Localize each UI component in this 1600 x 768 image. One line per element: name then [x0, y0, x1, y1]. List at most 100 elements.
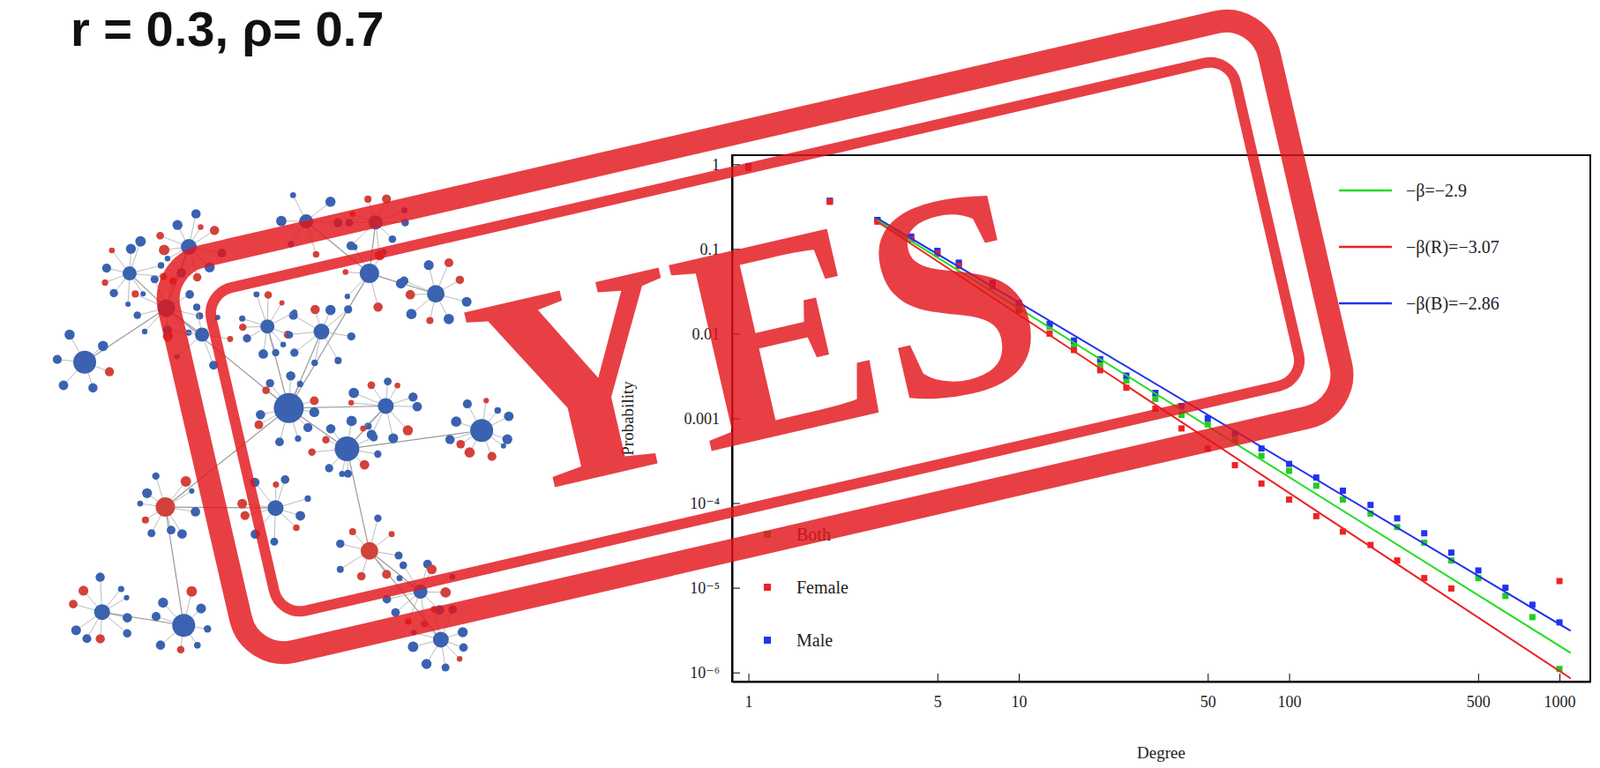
network-edge	[166, 307, 290, 408]
network-node	[177, 645, 186, 654]
data-point	[1556, 577, 1563, 584]
legend-bottom-left: BothFemaleMale	[763, 524, 849, 651]
stamp-border	[159, 12, 1352, 662]
network-node	[197, 224, 203, 230]
legend-swatch	[763, 530, 771, 539]
network-node	[237, 499, 247, 509]
y-tick-mark	[732, 333, 741, 335]
network-node	[285, 331, 293, 339]
network-node	[364, 195, 372, 203]
network-node	[464, 447, 476, 458]
network-edge	[164, 507, 276, 509]
x-tick: 5	[934, 673, 943, 711]
network-node	[95, 572, 105, 582]
network-node	[303, 423, 313, 433]
network-node	[399, 276, 409, 286]
network-node	[344, 293, 351, 300]
network-node	[366, 429, 377, 440]
network-node	[150, 275, 159, 284]
network-node	[307, 448, 315, 457]
plot-marks	[745, 163, 1571, 679]
network-node	[404, 618, 412, 626]
x-tick: 10	[1011, 673, 1028, 711]
network-node	[265, 379, 274, 388]
network-node	[463, 399, 472, 409]
network-node	[180, 476, 192, 487]
x-axis-line	[732, 681, 1592, 684]
network-node	[82, 634, 91, 643]
network-node	[445, 434, 456, 445]
network-hub	[273, 393, 304, 424]
data-point	[1394, 515, 1401, 522]
network-node	[309, 396, 319, 405]
network-node	[434, 605, 445, 615]
network-hub	[470, 418, 494, 442]
network-edge	[164, 507, 184, 626]
network-node	[411, 629, 417, 636]
network-node	[285, 371, 296, 382]
x-tick-mark	[1018, 673, 1020, 682]
y-tick-mark	[732, 418, 741, 419]
y-tick-mark	[732, 164, 741, 165]
network-node	[193, 303, 201, 311]
network-node	[325, 305, 337, 316]
network-node	[457, 627, 468, 637]
network-node	[396, 575, 403, 582]
data-point	[1529, 613, 1536, 621]
network-node	[137, 500, 144, 508]
network-edge	[288, 273, 369, 409]
network-node	[158, 244, 170, 255]
network-node	[122, 613, 133, 623]
legend-label: Both	[796, 524, 831, 545]
network-node	[169, 277, 177, 285]
network-node	[126, 244, 136, 255]
network-node	[239, 323, 247, 331]
network-hub	[377, 397, 394, 414]
network-node	[343, 305, 352, 314]
data-point	[826, 198, 833, 205]
network-node	[394, 551, 403, 560]
network-node	[448, 574, 456, 581]
y-tick-mark	[732, 503, 741, 505]
y-tick: 1	[711, 156, 741, 174]
network-node	[64, 329, 75, 341]
network-node	[359, 460, 370, 471]
network-node	[373, 302, 383, 313]
network-node	[311, 359, 318, 367]
network-node	[188, 488, 195, 494]
data-point	[1448, 585, 1455, 592]
network-node	[459, 643, 469, 653]
network-node	[195, 312, 203, 320]
network-hub	[426, 284, 445, 303]
chart: 151050100500100010.10.010.00110⁻⁴10⁻⁵10⁻…	[618, 155, 1592, 763]
network-node	[347, 332, 356, 341]
network-node	[334, 357, 342, 365]
network-node	[401, 218, 410, 227]
network-node	[456, 656, 463, 662]
data-point	[1313, 482, 1320, 489]
network-node	[487, 452, 497, 462]
y-tick-label: 0.001	[684, 410, 721, 428]
network-node	[118, 585, 125, 592]
network-node	[391, 608, 401, 618]
network-node	[97, 341, 109, 352]
network-node	[190, 507, 201, 517]
page: r = 0.3, ρ= 0.7151050100500100010.10.010…	[0, 0, 1600, 768]
data-point	[1475, 567, 1482, 574]
network-node	[349, 528, 357, 536]
legend-swatch	[1338, 246, 1392, 249]
x-tick-mark	[1289, 673, 1291, 682]
network-node	[102, 263, 112, 273]
y-tick-mark	[732, 248, 741, 250]
network-hub	[360, 542, 379, 561]
network-node	[269, 538, 278, 546]
network-edge	[102, 612, 185, 626]
network-node	[388, 530, 396, 538]
network-edge	[164, 408, 289, 508]
network-node	[209, 225, 219, 235]
x-tick-label: 100	[1278, 693, 1302, 711]
network-hub	[368, 215, 383, 230]
data-point	[1232, 462, 1239, 469]
data-point	[1448, 549, 1455, 556]
network-node	[348, 400, 354, 406]
